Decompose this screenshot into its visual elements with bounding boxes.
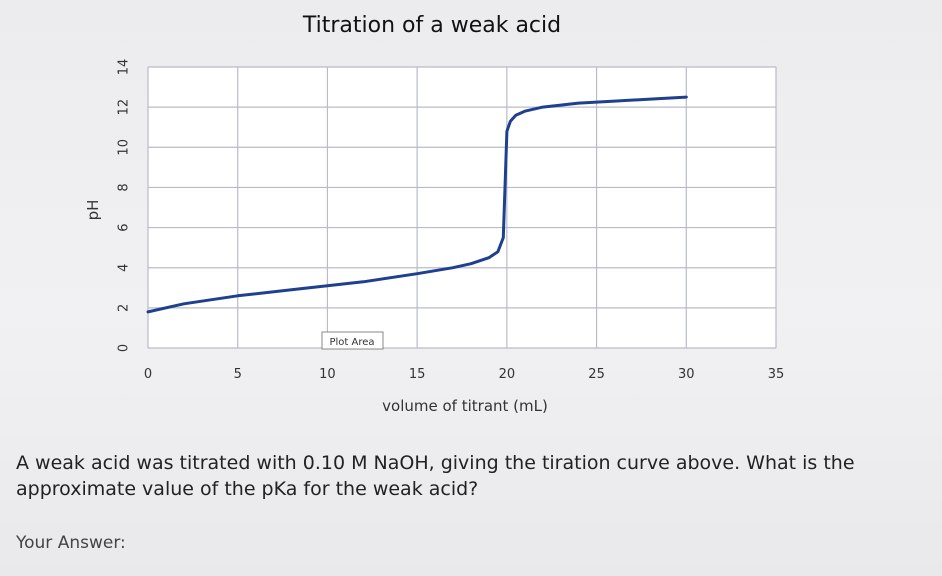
grid bbox=[147, 66, 777, 349]
y-tick-label: 8 bbox=[117, 183, 132, 191]
answer-label: Your Answer: bbox=[16, 533, 126, 553]
titration-curve bbox=[146, 95, 688, 314]
plot-area bbox=[147, 66, 777, 349]
y-axis-label: pH bbox=[84, 200, 102, 221]
y-tick-label: 14 bbox=[117, 59, 132, 76]
plot-area-tag: Plot Area bbox=[321, 331, 384, 350]
y-tick-label: 12 bbox=[117, 99, 132, 116]
y-axis-ticks: 0 2 4 6 8 10 12 14 bbox=[117, 59, 132, 352]
question-text: A weak acid was titrated with 0.10 M NaO… bbox=[16, 452, 855, 500]
x-tick-label: 15 bbox=[409, 367, 426, 382]
x-tick-label: 35 bbox=[768, 367, 785, 382]
chart-title: Titration of a weak acid bbox=[302, 13, 561, 38]
x-tick-label: 20 bbox=[499, 367, 516, 382]
y-tick-label: 6 bbox=[117, 223, 132, 231]
x-axis-label: volume of titrant (mL) bbox=[382, 397, 548, 415]
y-tick-label: 10 bbox=[117, 139, 132, 156]
x-tick-label: 10 bbox=[319, 367, 336, 382]
plot-area-label: Plot Area bbox=[329, 337, 374, 348]
x-tick-label: 25 bbox=[588, 367, 605, 382]
x-tick-label: 0 bbox=[144, 367, 152, 382]
y-tick-label: 4 bbox=[117, 264, 132, 272]
x-tick-label: 5 bbox=[234, 367, 242, 382]
y-tick-label: 2 bbox=[117, 304, 132, 312]
x-tick-label: 30 bbox=[678, 367, 695, 382]
y-tick-label: 0 bbox=[117, 344, 132, 352]
x-axis-ticks: 0 5 10 15 20 25 30 35 bbox=[144, 367, 784, 382]
